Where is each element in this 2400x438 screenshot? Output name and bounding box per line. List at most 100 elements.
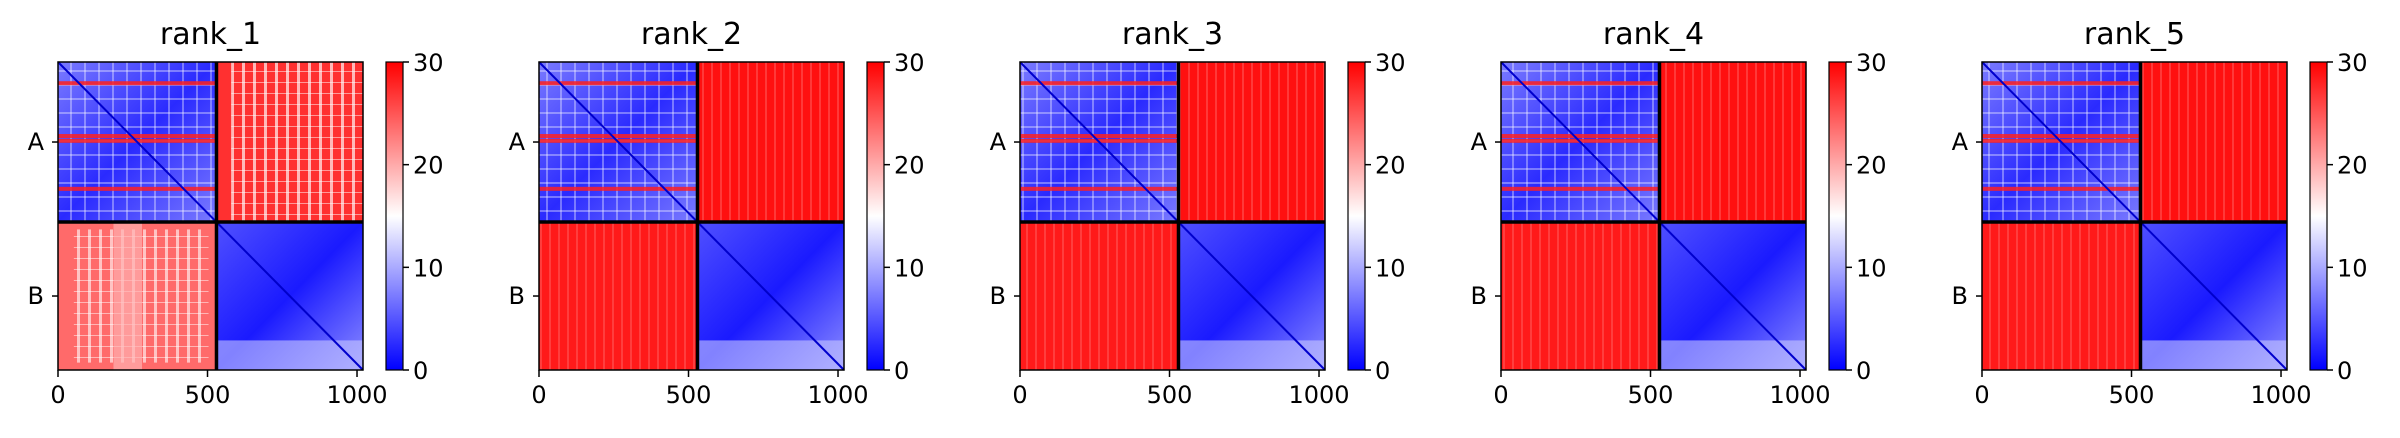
diagonal-line [1500,61,1807,371]
panel-title: rank_2 [641,17,742,52]
colorbar-tick-label: 0 [1856,357,1871,385]
colorbar-tick-label: 20 [894,152,925,180]
plot-frame [1500,61,1807,371]
colorbar [385,61,404,371]
b-block-tail [2140,340,2287,370]
x-tick-label: 0 [1493,381,1508,409]
b-block-tail [1659,340,1806,370]
chain-label-A: A [1952,128,1969,156]
quadrant-b-a-texture [1982,222,2141,370]
chain-label-B: B [1471,282,1487,310]
panel-title: rank_4 [1603,17,1704,52]
x-tick-label: 1000 [2250,381,2311,409]
colorbar-tick-label: 0 [894,357,909,385]
colorbar-tick-label: 10 [894,254,925,282]
x-tick-label: 500 [185,381,231,409]
quadrant-a-b-texture [1178,62,1325,223]
x-tick-label: 0 [50,381,65,409]
colorbar-tick-label: 30 [413,49,444,77]
colorbar-tick-label: 30 [2337,49,2368,77]
a-block-band [1982,81,2141,86]
pae-panel-5: rank_5 A B 0 500 1000 0 10 20 30 [1952,17,2368,409]
pae-panel-4: rank_4 A B 0 500 1000 0 10 20 30 [1471,17,1887,409]
colorbar-tick-label: 20 [1856,152,1887,180]
colorbar-tick-label: 10 [413,254,444,282]
quadrant-a-b-texture [231,62,363,223]
a-block-band [539,134,698,139]
a-block-band [58,81,217,86]
x-tick-label: 1000 [1769,381,1830,409]
diagonal-line [538,61,845,371]
x-tick-label: 1000 [1288,381,1349,409]
diagonal-line [1981,61,2288,371]
colorbar [866,61,885,371]
chain-label-B: B [509,282,525,310]
pae-panel-2: rank_2 A B 0 500 1000 0 10 20 30 [509,17,925,409]
a-block-band [1501,186,1660,191]
b-block-tail [1178,340,1325,370]
a-block-band [1982,186,2141,191]
a-block-band [1982,134,2141,139]
a-block-band [539,81,698,86]
quadrant-b-a-texture [539,222,698,370]
quadrant-b-a-texture [1501,222,1660,370]
x-tick-label: 500 [2109,381,2155,409]
panel-title: rank_1 [160,17,261,52]
a-block-band [1020,81,1179,86]
colorbar-tick-label: 30 [1375,49,1406,77]
b-a-light-band [113,222,142,370]
panel-title: rank_3 [1122,17,1223,52]
quadrant-a-b-texture [697,62,844,223]
diagonal-line [57,61,364,371]
colorbar-tick-label: 20 [413,152,444,180]
a-block-band [1020,186,1179,191]
colorbar-tick-label: 30 [1856,49,1887,77]
a-block-band [539,186,698,191]
a-block-band [1501,81,1660,86]
chain-label-A: A [1471,128,1488,156]
b-block-tail [697,340,844,370]
colorbar-tick-label: 20 [2337,152,2368,180]
colorbar [1828,61,1847,371]
chain-label-A: A [28,128,45,156]
plot-frame [57,61,364,371]
x-tick-label: 1000 [807,381,868,409]
plot-frame [1981,61,2288,371]
a-block-band [1020,134,1179,139]
chain-label-B: B [28,282,44,310]
chain-label-B: B [1952,282,1968,310]
x-tick-label: 0 [1974,381,1989,409]
colorbar-tick-label: 0 [2337,357,2352,385]
quadrant-a-b-texture [2140,62,2287,223]
colorbar [2309,61,2328,371]
x-tick-label: 1000 [326,381,387,409]
x-tick-label: 0 [1012,381,1027,409]
diagonal-line [1019,61,1326,371]
b-block-tail [216,340,363,370]
quadrant-a-b-texture [1659,62,1806,223]
x-tick-label: 0 [531,381,546,409]
a-block-band [58,134,217,139]
colorbar-tick-label: 20 [1375,152,1406,180]
pae-panel-3: rank_3 A B 0 500 1000 0 10 20 30 [990,17,1406,409]
plot-frame [1019,61,1326,371]
pae-panel-1: rank_1 A B 0 500 1000 0 10 20 30 [28,17,444,409]
plot-frame [538,61,845,371]
a-block-band [1501,134,1660,139]
colorbar-tick-label: 10 [1856,254,1887,282]
colorbar-tick-label: 10 [2337,254,2368,282]
x-tick-label: 500 [1147,381,1193,409]
colorbar-tick-label: 0 [1375,357,1390,385]
chain-label-A: A [509,128,526,156]
chain-label-A: A [990,128,1007,156]
x-tick-label: 500 [1628,381,1674,409]
a-block-band [58,186,217,191]
colorbar [1347,61,1366,371]
quadrant-b-a-texture [1020,222,1179,370]
colorbar-tick-label: 0 [413,357,428,385]
panel-title: rank_5 [2084,17,2185,52]
colorbar-tick-label: 10 [1375,254,1406,282]
colorbar-tick-label: 30 [894,49,925,77]
chain-label-B: B [990,282,1006,310]
